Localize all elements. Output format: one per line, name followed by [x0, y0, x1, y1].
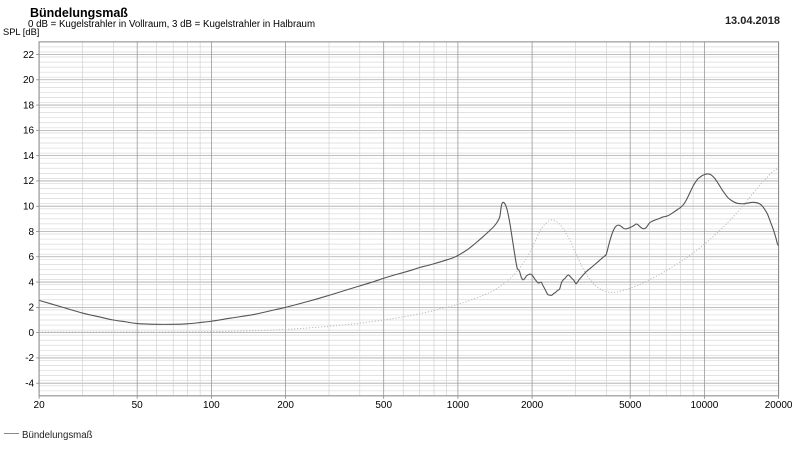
svg-text:16: 16	[23, 126, 35, 137]
svg-text:-4: -4	[25, 379, 34, 390]
svg-text:5000: 5000	[619, 400, 642, 411]
svg-text:500: 500	[375, 400, 392, 411]
svg-text:1000: 1000	[447, 400, 470, 411]
svg-text:4: 4	[29, 277, 35, 288]
svg-text:8: 8	[29, 227, 35, 238]
svg-text:0: 0	[29, 328, 35, 339]
svg-text:200: 200	[277, 400, 294, 411]
svg-text:-2: -2	[25, 353, 34, 364]
svg-text:10: 10	[23, 202, 35, 213]
svg-text:20000: 20000	[765, 400, 793, 411]
svg-text:14: 14	[23, 151, 35, 162]
svg-text:2: 2	[29, 303, 35, 314]
svg-text:20: 20	[23, 75, 35, 86]
svg-text:2000: 2000	[521, 400, 544, 411]
svg-text:12: 12	[23, 176, 35, 187]
svg-text:6: 6	[29, 252, 35, 263]
svg-text:22: 22	[23, 50, 35, 61]
svg-text:18: 18	[23, 100, 35, 111]
svg-text:10000: 10000	[690, 400, 718, 411]
svg-text:50: 50	[132, 400, 144, 411]
svg-text:100: 100	[203, 400, 220, 411]
svg-text:20: 20	[34, 400, 46, 411]
